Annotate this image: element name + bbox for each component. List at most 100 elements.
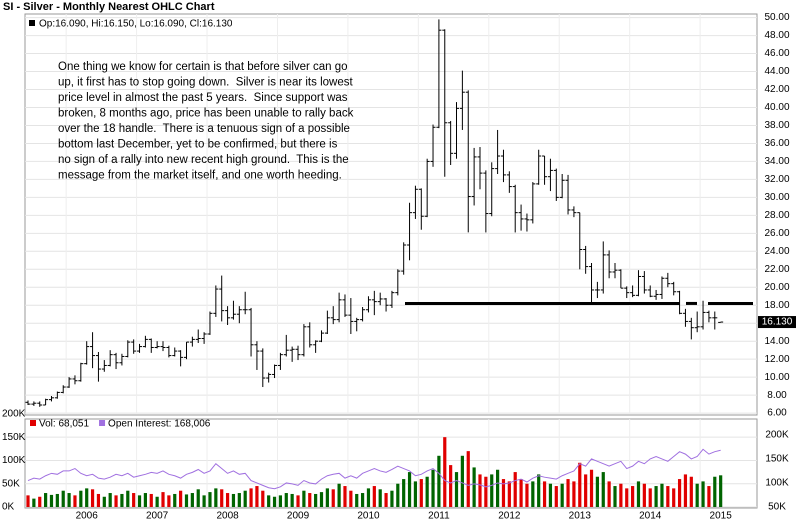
volume-bar: [61, 490, 65, 507]
ohlc-bar: [630, 285, 636, 298]
x-tick-label: 2013: [569, 511, 592, 522]
y-tick-label: 150K: [2, 432, 26, 443]
volume-bar: [689, 476, 693, 507]
y-tick-label: 10.00: [764, 372, 789, 383]
ohlc-bar: [101, 360, 107, 372]
ohlc-bar: [260, 348, 266, 388]
volume-bar: [26, 495, 30, 507]
ohlc-bar: [459, 70, 465, 130]
ohlc-bar: [518, 204, 524, 231]
volume-bar: [196, 489, 200, 507]
y-tick-label: 12.00: [764, 354, 789, 365]
volume-bar: [578, 462, 582, 507]
volume-bar: [472, 467, 476, 507]
volume-bar: [90, 489, 95, 507]
ohlc-bar: [647, 285, 653, 298]
ohlc-legend: Op:16.090, Hi:16.150, Lo:16.090, Cl:16.1…: [39, 19, 233, 30]
volume-bar: [695, 483, 699, 507]
ohlc-bar: [37, 401, 43, 407]
volume-bar: [513, 472, 517, 507]
volume-bar: [149, 493, 153, 507]
volume-bar: [108, 493, 112, 507]
ohlc-bar: [131, 339, 137, 354]
volume-bar: [231, 493, 236, 507]
volume-bar: [449, 465, 453, 507]
y-tick-label: 8.00: [767, 390, 787, 401]
ohlc-bar: [536, 149, 542, 185]
volume-bar: [519, 479, 523, 507]
volume-bar: [325, 488, 329, 507]
ohlc-bar: [389, 290, 395, 308]
ohlc-bar: [72, 375, 78, 385]
volume-bar: [601, 472, 605, 507]
ohlc-bar: [489, 162, 495, 217]
ohlc-bar: [712, 311, 718, 330]
y-tick-label: 18.00: [764, 300, 789, 311]
y2-tick-label: 200K: [765, 430, 789, 441]
x-tick-label: 2011: [428, 511, 450, 522]
ohlc-bar: [706, 310, 712, 323]
volume-bar: [460, 455, 464, 507]
ohlc-bar: [395, 269, 401, 296]
volume-bar: [713, 476, 717, 507]
volume-bar: [648, 488, 652, 507]
ohlc-bar: [571, 206, 577, 218]
volume-bar: [572, 481, 576, 507]
x-tick-label: 2015: [710, 511, 733, 522]
ohlc-bar: [360, 307, 366, 322]
volume-bar: [114, 495, 118, 507]
volume-bar: [331, 489, 335, 507]
volume-bar: [683, 474, 688, 507]
legend-swatch: [30, 420, 36, 426]
volume-bar: [225, 493, 230, 507]
ohlc-bar: [624, 286, 630, 299]
y-tick-label: 46.00: [764, 48, 789, 59]
ohlc-bar: [295, 345, 301, 361]
y-tick-label: 28.00: [764, 210, 789, 221]
volume-bar: [38, 496, 42, 507]
volume-bar: [407, 472, 412, 507]
ohlc-bar: [272, 364, 278, 379]
ohlc-bar: [207, 311, 213, 335]
ohlc-bar: [530, 182, 536, 224]
y-tick-label: 38.00: [764, 120, 789, 131]
volume-bar: [161, 492, 165, 507]
ohlc-bar: [236, 306, 242, 324]
volume-bar: [672, 488, 676, 507]
ohlc-bar: [700, 300, 706, 330]
volume-bar: [302, 490, 306, 507]
ohlc-bar: [266, 372, 272, 383]
ohlc-bar: [665, 272, 671, 288]
volume-bar: [55, 493, 59, 507]
x-tick-label: 2009: [287, 511, 310, 522]
ohlc-bar: [547, 158, 553, 192]
volume-bar: [384, 493, 388, 507]
ohlc-bar: [242, 291, 248, 315]
ohlc-bar: [225, 306, 231, 326]
ohlc-bar: [84, 341, 90, 365]
ohlc-bar: [183, 341, 189, 360]
ohlc-bar: [148, 338, 154, 353]
ohlc-bar: [653, 289, 659, 300]
y-tick-label: 22.00: [764, 264, 789, 275]
annotation-line: over the 18 handle. There is a tenuous s…: [58, 123, 350, 135]
ohlc-bar: [483, 170, 489, 233]
volume-bar: [155, 496, 159, 507]
ohlc-bar: [471, 147, 477, 206]
volume-bar: [478, 474, 482, 507]
volume-bar: [366, 488, 371, 507]
volume-bar: [67, 493, 71, 507]
ohlc-bar: [430, 124, 436, 167]
volume-bar: [707, 486, 711, 507]
ohlc-bar: [371, 290, 377, 316]
volume-bar: [184, 494, 189, 507]
ohlc-bar: [348, 298, 354, 334]
volume-bar: [79, 490, 83, 507]
ohlc-bar: [383, 298, 389, 312]
volume-bar: [636, 481, 641, 507]
ohlc-bar: [248, 307, 254, 357]
ohlc-bar: [95, 351, 101, 382]
ohlc-bar: [412, 185, 418, 219]
volume-bar: [413, 481, 418, 507]
